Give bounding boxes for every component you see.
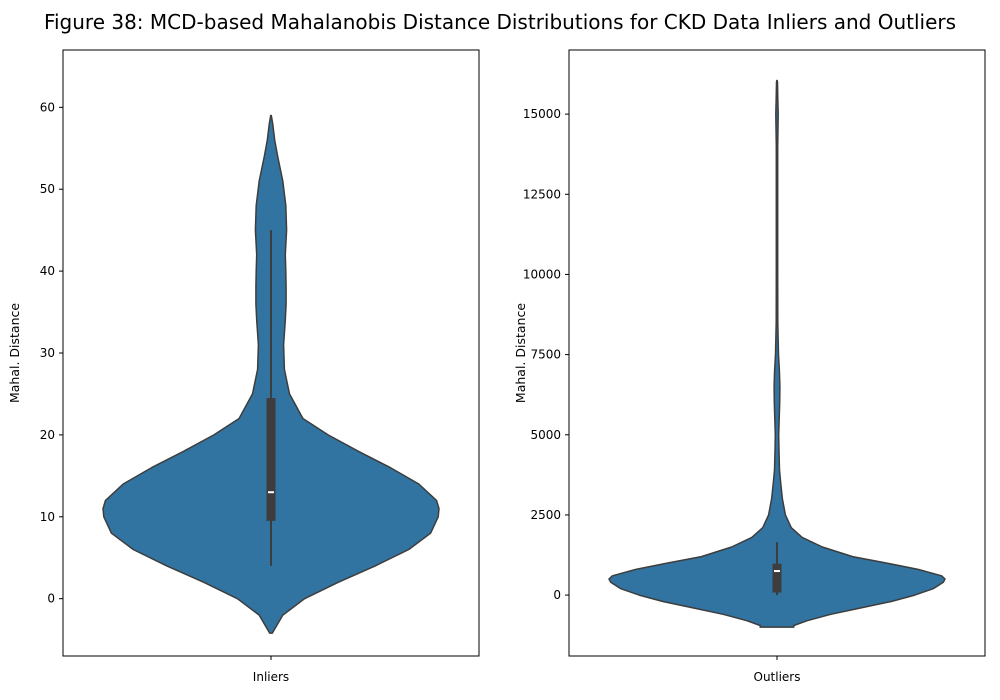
y-tick-label: 5000 (530, 428, 561, 442)
y-tick-label: 2500 (530, 508, 561, 522)
box-iqr (772, 563, 782, 593)
y-tick-label: 0 (47, 592, 55, 606)
y-tick-label: 10 (40, 510, 55, 524)
y-tick-label: 12500 (523, 187, 561, 201)
y-tick-label: 0 (553, 588, 561, 602)
y-axis-label: Mahal. Distance (513, 303, 528, 403)
y-tick-label: 50 (40, 182, 55, 196)
subplot-inliers: 0 10 20 30 40 50 60 Inliers Mahal. Distance (7, 49, 480, 684)
violin-body (608, 79, 946, 628)
y-tick-label: 7500 (530, 348, 561, 362)
y-axis-label: Mahal. Distance (7, 303, 22, 403)
y-tick-label: 20 (40, 428, 55, 442)
figure-title: Figure 38: MCD-based Mahalanobis Distanc… (43, 10, 957, 34)
y-tick-label: 15000 (523, 107, 561, 121)
y-tick-label: 40 (40, 264, 55, 278)
y-tick-label: 60 (40, 100, 55, 114)
x-tick-label: Inliers (253, 670, 289, 684)
subplot-outliers: 0 2500 5000 7500 10000 12500 15000 Outliers Maha… (513, 49, 986, 684)
y-tick-label: 30 (40, 346, 55, 360)
x-tick-label: Outliers (754, 670, 801, 684)
y-tick-label: 10000 (523, 267, 561, 281)
box-iqr (266, 398, 276, 521)
